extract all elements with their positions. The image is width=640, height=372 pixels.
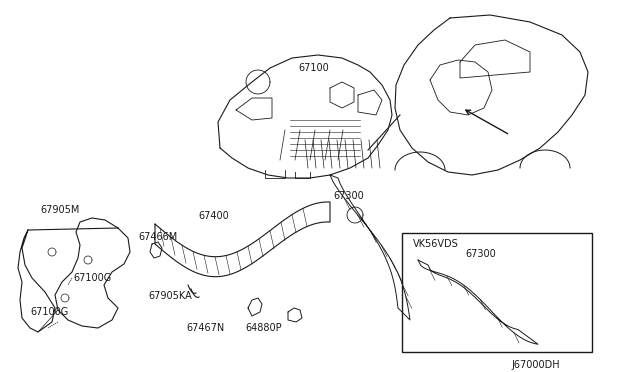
Text: 67100G: 67100G [30, 307, 68, 317]
Text: 67300: 67300 [333, 191, 364, 201]
Bar [402, 233, 592, 352]
Text: 67400: 67400 [198, 211, 228, 221]
Text: 67905KA: 67905KA [148, 291, 192, 301]
Text: J67000DH: J67000DH [511, 360, 560, 370]
Text: 67467N: 67467N [186, 323, 224, 333]
Text: 67300: 67300 [465, 249, 496, 259]
Text: 67100G: 67100G [73, 273, 111, 283]
Text: 64880P: 64880P [245, 323, 282, 333]
Text: 67100: 67100 [298, 63, 329, 73]
Text: VK56VDS: VK56VDS [413, 239, 459, 249]
Text: 67466M: 67466M [138, 232, 177, 242]
Text: 67905M: 67905M [40, 205, 79, 215]
